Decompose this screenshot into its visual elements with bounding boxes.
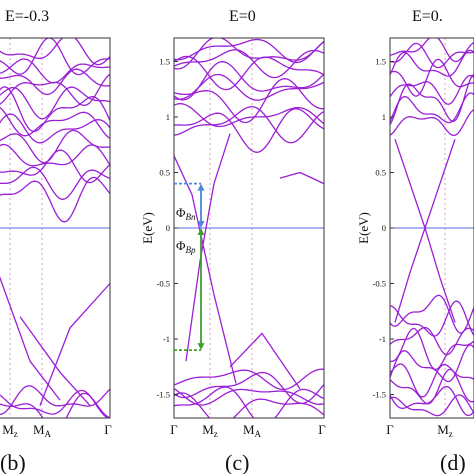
- band-line: [390, 394, 474, 417]
- band-line: [0, 38, 110, 76]
- y-tick-label: 1.5: [159, 57, 170, 67]
- panel-d-label: (d): [440, 450, 466, 474]
- band-line: [229, 332, 301, 390]
- band-line: [174, 55, 324, 91]
- x-tick-label: Γ: [318, 422, 326, 437]
- panel-c-ylabel: E(eV): [140, 212, 155, 244]
- band-line: [0, 276, 61, 401]
- x-tick-label: Γ: [104, 422, 112, 437]
- band-line: [39, 283, 111, 406]
- band-line: [390, 73, 474, 125]
- band-line: [390, 326, 474, 356]
- y-tick-label: 0: [382, 223, 386, 233]
- y-tick-label: -0.5: [157, 279, 170, 289]
- band-line: [390, 363, 474, 398]
- panel-d: 1.5 1 0.5 0 -0.5 -1 -1.5 Γ Mz: [373, 37, 474, 439]
- x-tick-label: Mz: [2, 422, 18, 439]
- band-line: [390, 385, 474, 417]
- band-line: [0, 86, 111, 120]
- band-line: [174, 392, 324, 418]
- band-line: [174, 105, 324, 144]
- band-line: [19, 316, 91, 407]
- band-line: [174, 38, 324, 64]
- x-tick-label: MA: [33, 422, 52, 439]
- phi-bp-arrowhead: [197, 343, 205, 351]
- y-tick-label: -1: [379, 334, 386, 344]
- y-tick-label: 0.5: [375, 168, 386, 178]
- band-lines: [0, 38, 111, 418]
- y-tick-label: 1: [166, 112, 170, 122]
- band-line: [390, 109, 474, 137]
- band-line: [0, 392, 111, 418]
- phi-bp-label: ΦBp: [176, 238, 196, 255]
- y-tick-label: -1: [163, 334, 170, 344]
- band-line: [0, 68, 111, 96]
- band-line: [390, 58, 474, 97]
- band-line: [390, 74, 474, 105]
- band-line: [0, 129, 111, 164]
- phi-bn-label: ΦBn: [176, 205, 196, 222]
- band-line: [390, 344, 474, 383]
- panel-c-title: E=0: [229, 8, 256, 25]
- band-line: [394, 138, 456, 323]
- band-line: [0, 86, 111, 133]
- x-tick-label: Mz: [202, 422, 218, 439]
- band-line: [174, 386, 324, 418]
- band-line: [390, 92, 474, 124]
- band-line: [174, 103, 324, 128]
- barrier-annotations: ΦBn ΦBp: [174, 182, 205, 352]
- band-line: [279, 171, 324, 185]
- band-line: [0, 143, 111, 167]
- band-line: [0, 176, 111, 223]
- panel-b: Mz MA Γ: [0, 37, 112, 439]
- band-line: [390, 327, 474, 371]
- band-line: [390, 38, 474, 63]
- phi-bn-arrowhead: [197, 221, 205, 228]
- y-tick-label: 1: [382, 112, 386, 122]
- band-line: [174, 78, 324, 124]
- panel-d-title: E=0.: [412, 8, 443, 25]
- y-tick-label: 0.5: [159, 168, 170, 178]
- x-tick-label: MA: [243, 422, 262, 439]
- band-line: [390, 294, 474, 334]
- panel-b-label: (b): [0, 450, 26, 474]
- x-tick-label: Mz: [437, 422, 453, 439]
- band-line: [0, 106, 111, 139]
- plot-frame: [0, 37, 111, 419]
- phi-bn-arrowhead: [197, 183, 205, 191]
- x-tick-label: Γ: [170, 422, 178, 437]
- band-line: [390, 300, 474, 337]
- panel-d-ylabel: E(eV): [356, 212, 371, 244]
- band-line: [0, 38, 111, 66]
- y-tick-label: 1.5: [375, 57, 386, 67]
- band-line: [0, 166, 111, 200]
- band-lines: [390, 38, 474, 417]
- band-line: [174, 368, 324, 391]
- y-tick-label: -1.5: [157, 390, 170, 400]
- y-tick-label: 0: [166, 223, 170, 233]
- y-tick-label: -0.5: [373, 279, 386, 289]
- band-line: [390, 49, 474, 77]
- x-tick-label: Γ: [386, 422, 394, 437]
- panel-c-label: (c): [225, 450, 249, 474]
- y-tick-label: -1.5: [373, 390, 386, 400]
- band-lines: [174, 38, 324, 418]
- band-line: [185, 133, 231, 362]
- band-line: [0, 385, 111, 416]
- band-line: [390, 368, 474, 405]
- band-line: [174, 61, 324, 101]
- band-line: [174, 155, 237, 384]
- panel-b-title: E=-0.3: [5, 8, 49, 25]
- panel-c: 1.5 1 0.5 0 -0.5 -1 -1.5 Γ Mz MA Γ: [157, 37, 326, 439]
- band-line: [390, 42, 474, 69]
- band-line: [174, 108, 324, 153]
- band-line: [0, 113, 111, 144]
- phi-bp-arrowhead: [197, 228, 205, 235]
